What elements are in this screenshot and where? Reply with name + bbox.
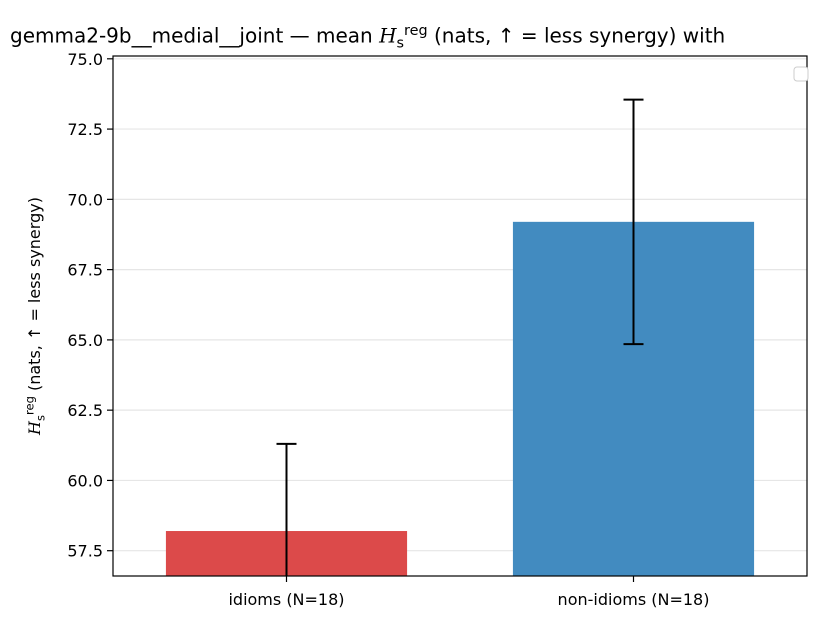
error-bars bbox=[276, 98, 644, 576]
plot-frame bbox=[112, 55, 808, 577]
y-tick-label: 67.5 bbox=[67, 261, 103, 280]
x-tick-label: non-idioms (N=18) bbox=[558, 590, 710, 609]
gridlines bbox=[113, 58, 807, 552]
x-axis: idioms (N=18) non-idioms (N=18) bbox=[228, 576, 709, 609]
chart-title: gemma2-9b__medial__joint — mean Hsreg (n… bbox=[10, 23, 726, 52]
y-tick-label: 60.0 bbox=[67, 471, 103, 490]
y-tick-label: 70.0 bbox=[67, 190, 103, 209]
y-axis-label: Hsreg (nats, ↑ = less synergy) bbox=[22, 197, 48, 435]
x-tick-label: idioms (N=18) bbox=[228, 590, 344, 609]
legend-box[interactable] bbox=[793, 66, 809, 82]
y-tick-label: 65.0 bbox=[67, 331, 103, 350]
y-tick-label: 62.5 bbox=[67, 401, 103, 420]
y-tick-label: 57.5 bbox=[67, 542, 103, 561]
y-axis: 57.5 60.0 62.5 65.0 67.5 70.0 72.5 75.0 bbox=[67, 50, 113, 561]
y-tick-label: 72.5 bbox=[67, 120, 103, 139]
y-tick-label: 75.0 bbox=[67, 50, 103, 69]
bars bbox=[165, 221, 755, 577]
